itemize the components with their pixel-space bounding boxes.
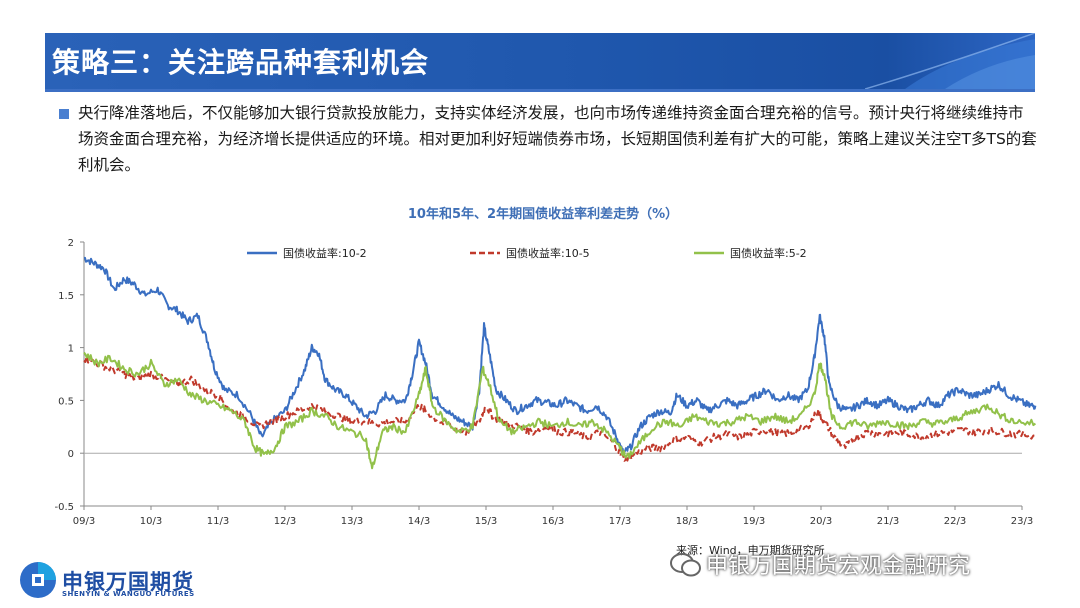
- x-tick-label: 17/3: [609, 516, 631, 527]
- series-line-3: [83, 351, 1036, 470]
- banner-decoration: [865, 33, 1035, 89]
- series-line-2: [83, 355, 1036, 462]
- x-tick-label: 10/3: [140, 516, 162, 527]
- y-tick-label: 2: [68, 238, 74, 249]
- x-tick-label: 18/3: [676, 516, 698, 527]
- chart-title: 10年和5年、2年期国债收益率利差走势（%）: [408, 206, 678, 222]
- x-tick-label: 23/3: [1011, 516, 1033, 527]
- company-name: 申银万国期货: [62, 570, 194, 594]
- company-logo-icon: [20, 562, 56, 598]
- x-tick-label: 12/3: [274, 516, 296, 527]
- page-title: 策略三：关注跨品种套利机会: [52, 46, 430, 79]
- x-tick-label: 22/3: [944, 516, 966, 527]
- legend-label-2: 国债收益率:10-5: [506, 246, 590, 260]
- x-tick-label: 19/3: [743, 516, 765, 527]
- company-name-en: SHENYIN & WANGUO FUTURES: [62, 590, 195, 598]
- x-tick-label: 16/3: [542, 516, 564, 527]
- watermark-text: 申银万国期货宏观金融研究: [706, 554, 971, 579]
- y-tick-label: -0.5: [54, 502, 74, 513]
- series-line-1: [84, 256, 1037, 456]
- x-tick-label: 20/3: [810, 516, 832, 527]
- source-note: 来源：Wind，申万期货研究所: [676, 544, 825, 557]
- x-tick-label: 09/3: [73, 516, 95, 527]
- bullet-icon: [59, 109, 69, 119]
- x-tick-label: 13/3: [341, 516, 363, 527]
- legend-label-3: 国债收益率:5-2: [730, 246, 807, 260]
- title-banner: [45, 33, 1035, 89]
- x-tick-label: 21/3: [877, 516, 899, 527]
- y-tick-label: 0.5: [58, 396, 74, 407]
- x-tick-label: 14/3: [408, 516, 430, 527]
- body-paragraph: 央行降准落地后，不仅能够加大银行贷款投放能力，支持实体经济发展，也向市场传递维持…: [78, 104, 1037, 174]
- y-tick-label: 1.5: [58, 291, 74, 302]
- wechat-icon: [670, 553, 701, 577]
- title-underline: [45, 89, 1035, 92]
- x-tick-label: 15/3: [475, 516, 497, 527]
- y-tick-label: 1: [68, 344, 74, 355]
- y-tick-label: 0: [68, 449, 74, 460]
- legend-label-1: 国债收益率:10-2: [283, 246, 367, 260]
- x-tick-label: 11/3: [207, 516, 229, 527]
